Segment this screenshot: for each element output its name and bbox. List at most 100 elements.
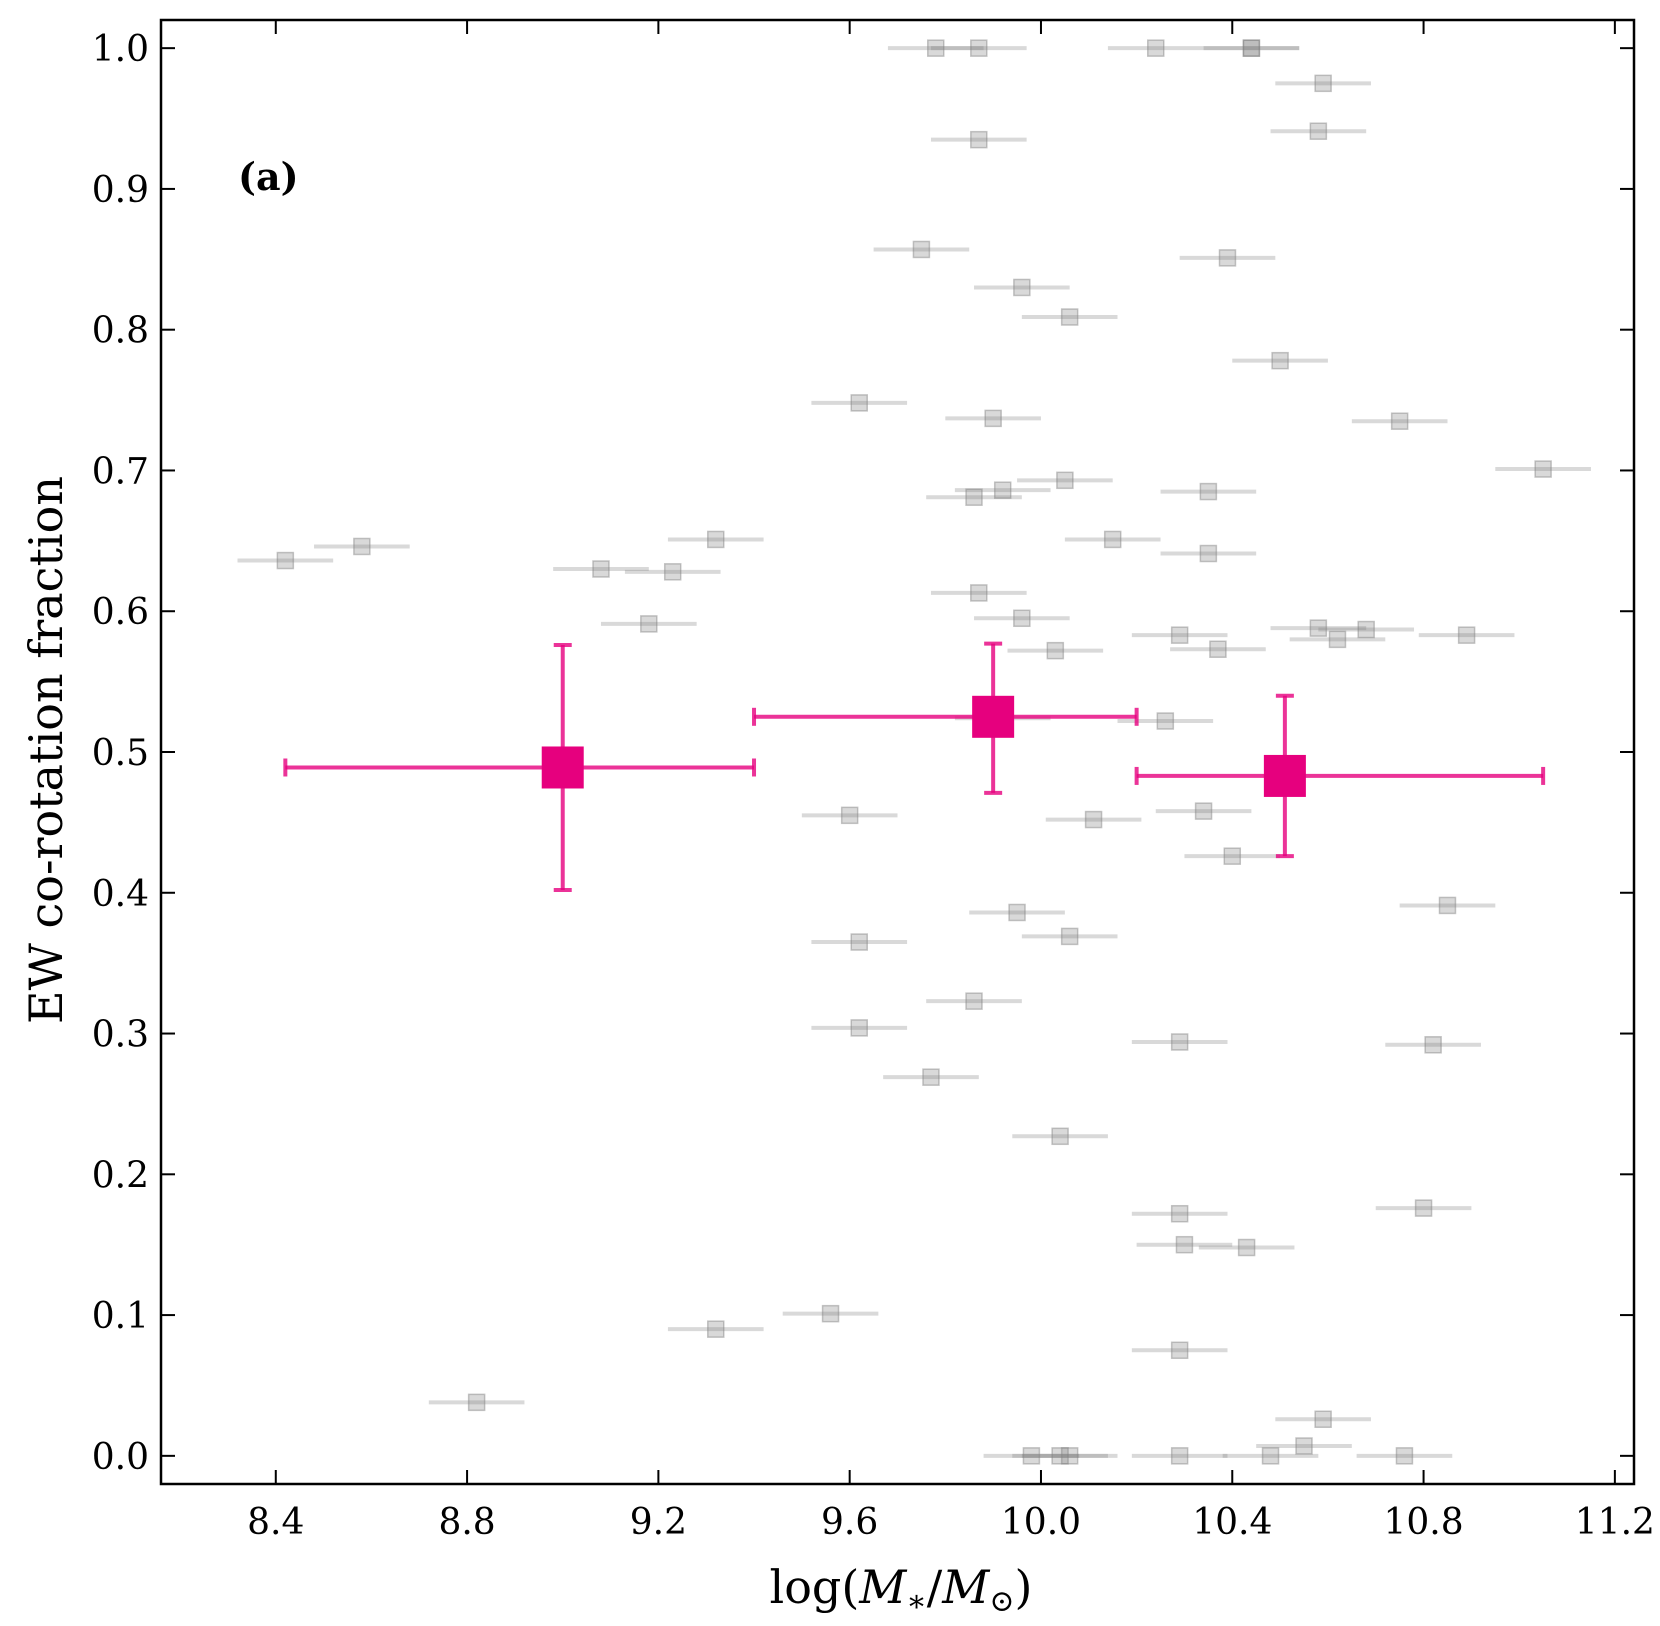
x-tick-label: 11.2 xyxy=(1575,1502,1655,1543)
galaxy-point xyxy=(1495,460,1591,478)
galaxy-point xyxy=(1160,482,1257,501)
galaxy-point xyxy=(428,1393,525,1412)
galaxy-marker xyxy=(1438,896,1457,915)
galaxy-point xyxy=(1021,927,1118,946)
galaxy-point xyxy=(1155,802,1252,820)
galaxy-marker xyxy=(912,240,931,259)
galaxy-marker xyxy=(1271,351,1289,370)
galaxy-point xyxy=(1136,1235,1233,1254)
galaxy-point xyxy=(1131,1204,1228,1223)
galaxy-point xyxy=(1203,39,1300,57)
binned-point xyxy=(1134,693,1546,859)
galaxy-marker xyxy=(1051,1447,1069,1465)
galaxy-marker xyxy=(467,1393,486,1412)
galaxy-point xyxy=(945,409,1041,428)
binned-point xyxy=(752,641,1139,795)
galaxy-point xyxy=(1160,544,1257,563)
galaxy-marker xyxy=(1390,412,1409,430)
galaxy-point xyxy=(926,992,1022,1010)
x-tick-label: 9.6 xyxy=(821,1502,878,1543)
galaxy-point xyxy=(1012,1127,1108,1146)
galaxy-point xyxy=(811,933,908,951)
galaxy-marker xyxy=(1008,903,1026,922)
x-axis-ticks: 8.4 8.8 9.2 9.6 10.0 10.4 10.8 11.2 xyxy=(247,20,1655,1543)
binned-marker xyxy=(1263,754,1306,797)
binned-marker xyxy=(972,695,1015,738)
galaxy-point xyxy=(1131,1447,1228,1465)
galaxy-marker xyxy=(1218,249,1237,267)
galaxy-point xyxy=(1198,1238,1295,1257)
galaxy-point xyxy=(1021,1447,1118,1465)
galaxy-point xyxy=(1232,351,1328,370)
galaxy-marker xyxy=(1295,1437,1313,1455)
galaxy-point xyxy=(1275,1410,1371,1428)
galaxy-point xyxy=(930,130,1027,149)
galaxy-point xyxy=(930,39,1027,57)
galaxy-point xyxy=(1256,1437,1352,1455)
galaxy-marker xyxy=(970,584,988,602)
galaxy-point xyxy=(1131,1033,1228,1051)
galaxy-marker xyxy=(1170,626,1189,644)
galaxy-point xyxy=(1107,39,1204,57)
galaxy-marker xyxy=(850,394,868,412)
galaxy-point xyxy=(974,278,1070,297)
y-tick-label: 0.6 xyxy=(92,592,149,633)
galaxy-marker xyxy=(1199,482,1218,501)
galaxy-marker xyxy=(1084,810,1103,829)
galaxy-point xyxy=(1184,847,1281,865)
galaxy-point xyxy=(1017,471,1113,490)
galaxy-point xyxy=(1275,74,1371,93)
galaxy-marker xyxy=(1237,1238,1256,1257)
galaxy-marker xyxy=(1175,1235,1194,1254)
galaxy-point xyxy=(314,537,410,556)
galaxy-marker xyxy=(1261,1447,1280,1465)
galaxy-marker xyxy=(1060,308,1079,326)
galaxy-point xyxy=(1270,619,1367,637)
x-tick-label: 10.4 xyxy=(1192,1502,1272,1543)
y-tick-label: 0.7 xyxy=(92,451,149,492)
galaxy-marker xyxy=(1395,1447,1414,1465)
x-tick-label: 10.8 xyxy=(1383,1502,1463,1543)
galaxy-point xyxy=(1385,1036,1481,1054)
galaxy-point xyxy=(600,615,697,633)
galaxy-marker xyxy=(707,530,725,549)
y-tick-label: 0.3 xyxy=(92,1015,149,1056)
galaxy-point xyxy=(1131,1341,1228,1360)
galaxy-point xyxy=(1356,1447,1453,1465)
galaxy-point xyxy=(811,1019,908,1037)
galaxy-marker xyxy=(993,481,1012,499)
galaxy-marker xyxy=(353,537,371,556)
galaxy-marker xyxy=(1060,927,1079,946)
galaxy-marker xyxy=(1199,544,1218,563)
galaxy-point xyxy=(1203,39,1300,57)
y-axis-ticks: 0.0 0.1 0.2 0.3 0.4 0.5 0.6 0.7 0.8 0.9 1.0 xyxy=(92,29,1634,1478)
galaxy-marker xyxy=(1056,471,1074,490)
galaxy-point xyxy=(983,1447,1080,1465)
x-tick-label: 10.0 xyxy=(1001,1502,1081,1543)
galaxy-point xyxy=(1351,412,1448,430)
plot-frame xyxy=(159,18,1636,1486)
galaxy-marker xyxy=(1457,626,1476,644)
galaxy-marker xyxy=(1242,39,1261,57)
galaxy-marker xyxy=(1414,1199,1433,1217)
galaxy-marker xyxy=(840,806,859,825)
galaxy-marker xyxy=(1051,1127,1069,1146)
galaxy-marker xyxy=(1209,640,1227,658)
galaxy-point xyxy=(1318,620,1415,639)
y-tick-label: 1.0 xyxy=(92,29,149,70)
galaxy-point xyxy=(237,551,334,570)
galaxy-point xyxy=(1270,122,1367,140)
galaxy-point xyxy=(624,563,721,581)
galaxy-marker xyxy=(927,39,945,57)
galaxy-marker xyxy=(1170,1341,1189,1360)
galaxy-marker xyxy=(1424,1036,1442,1054)
galaxy-marker xyxy=(821,1304,840,1323)
galaxy-point xyxy=(782,1304,879,1323)
galaxy-marker xyxy=(1046,641,1065,660)
galaxy-point xyxy=(969,903,1065,922)
galaxy-marker xyxy=(984,409,1002,428)
galaxy-marker xyxy=(1194,802,1213,820)
y-tick-label: 0.2 xyxy=(92,1155,149,1196)
galaxy-point xyxy=(1375,1199,1472,1217)
galaxy-marker xyxy=(1534,460,1552,478)
